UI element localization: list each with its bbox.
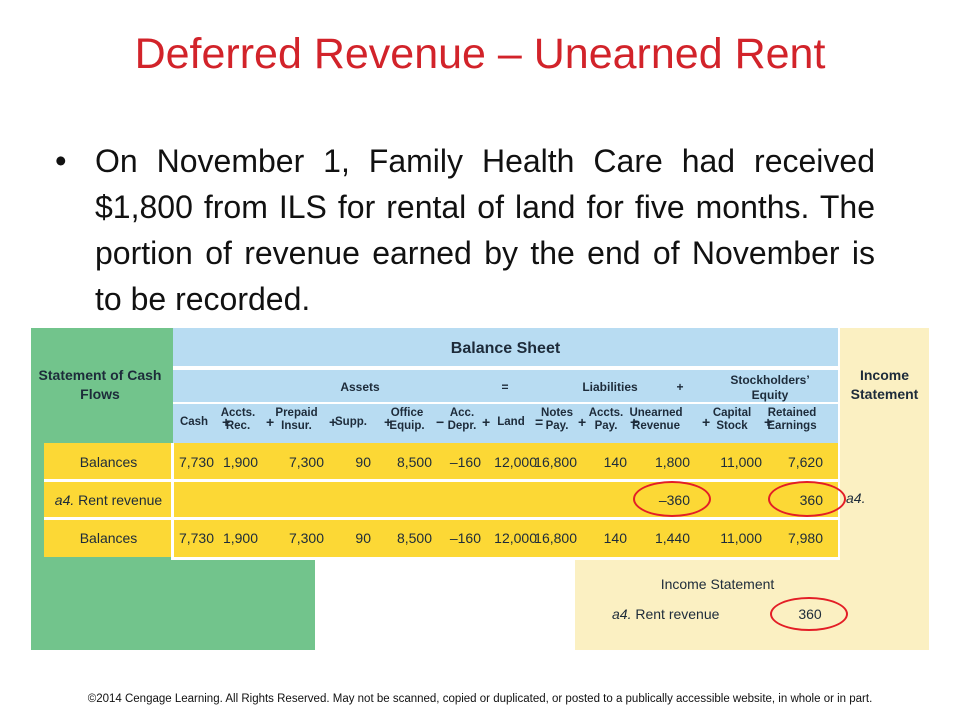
column-header: Notes Pay. — [541, 407, 573, 432]
table-cell: –160 — [449, 454, 481, 470]
column-header: Supp. — [335, 416, 367, 428]
balance-sheet-header — [173, 328, 838, 368]
column-header: Office Equip. — [389, 407, 425, 432]
column-header: Cash — [179, 416, 209, 428]
row-label: a4. Rent revenue — [54, 492, 163, 508]
row-label-divider — [171, 443, 174, 560]
retained-earnings-circle — [768, 481, 846, 517]
table-cell: 7,980 — [787, 530, 823, 546]
equity-heading: Stockholders’ Equity — [730, 373, 810, 402]
table-cell: 1,440 — [654, 530, 690, 546]
operator-sign: + — [384, 414, 393, 430]
a4-side-label: a4. — [846, 490, 866, 506]
column-header: Accts. Pay. — [588, 407, 624, 432]
column-header: Acc. Depr. — [447, 407, 477, 432]
row-label: Balances — [79, 530, 138, 546]
table-cell: 16,800 — [534, 530, 577, 546]
income-statement-box — [575, 560, 929, 650]
column-header: Capital Stock — [712, 407, 752, 432]
table-cell: 7,730 — [178, 454, 214, 470]
table-cell: 8,500 — [396, 454, 432, 470]
rent-revenue-circle — [770, 597, 848, 631]
copyright-footer: ©2014 Cengage Learning. All Rights Reser… — [87, 693, 873, 705]
income-box-value: 360 — [798, 606, 822, 622]
table-cell: 11,000 — [720, 454, 762, 470]
plus-sign: + — [676, 380, 684, 394]
liabilities-heading: Liabilities — [582, 380, 638, 394]
balance-sheet-title: Balance Sheet — [450, 340, 561, 357]
bullet-item: • On November 1, Family Health Care had … — [55, 138, 875, 322]
row-divider — [44, 517, 838, 520]
table-cell: 16,800 — [534, 454, 577, 470]
column-header: Prepaid Insur. — [275, 407, 318, 432]
table-cell: 140 — [603, 454, 627, 470]
operator-sign: + — [764, 414, 773, 430]
operator-sign: + — [630, 414, 639, 430]
operator-sign: + — [702, 414, 711, 430]
table-cell: 7,620 — [787, 454, 823, 470]
column-header: Retained Earnings — [767, 407, 817, 432]
table-cell: 7,300 — [288, 454, 324, 470]
operator-sign: + — [222, 414, 231, 430]
table-cell: 1,900 — [222, 530, 258, 546]
table-cell: 140 — [603, 530, 627, 546]
table-cell: 1,800 — [654, 454, 690, 470]
operator-sign: + — [329, 414, 338, 430]
column-header: Land — [497, 416, 525, 428]
table-cell: 8,500 — [396, 530, 432, 546]
table-cell: 90 — [355, 454, 371, 470]
table-row — [44, 519, 838, 557]
table-cell: 90 — [355, 530, 371, 546]
table-cell: 7,730 — [178, 530, 214, 546]
column-header: Accts. Rec. — [220, 407, 256, 432]
column-header: Unearned Revenue — [629, 407, 683, 432]
bullet-text: On November 1, Family Health Care had re… — [95, 143, 875, 317]
operator-sign: = — [535, 414, 544, 430]
table-cell: 11,000 — [720, 530, 762, 546]
bullet-dot: • — [55, 142, 67, 179]
operator-sign: − — [436, 414, 445, 430]
income-box-title: Income Statement — [660, 576, 775, 592]
income-box-label: a4. Rent revenue — [612, 606, 720, 622]
table-cell: 7,300 — [288, 530, 324, 546]
slide-title: Deferred Revenue – Unearned Rent — [134, 30, 826, 78]
cash-flows-panel-bottom — [31, 560, 315, 650]
operator-sign: + — [266, 414, 275, 430]
cash-flows-label: Statement of Cash Flows — [38, 367, 162, 402]
unearned-revenue-circle — [633, 481, 711, 517]
table-cell: –160 — [449, 530, 481, 546]
table-cell: 1,900 — [222, 454, 258, 470]
table-cell: 12,000 — [494, 530, 537, 546]
assets-heading: Assets — [340, 380, 380, 394]
accounting-equation-row — [173, 370, 838, 404]
row-divider — [44, 479, 838, 482]
row-label: Balances — [79, 454, 138, 470]
income-statement-label: Income Statement — [850, 367, 919, 402]
column-header-row — [173, 404, 838, 444]
operator-sign: + — [578, 414, 587, 430]
table-cell: 12,000 — [494, 454, 537, 470]
table-row — [44, 443, 838, 481]
operator-sign: + — [482, 414, 491, 430]
equals-sign: = — [501, 380, 509, 394]
